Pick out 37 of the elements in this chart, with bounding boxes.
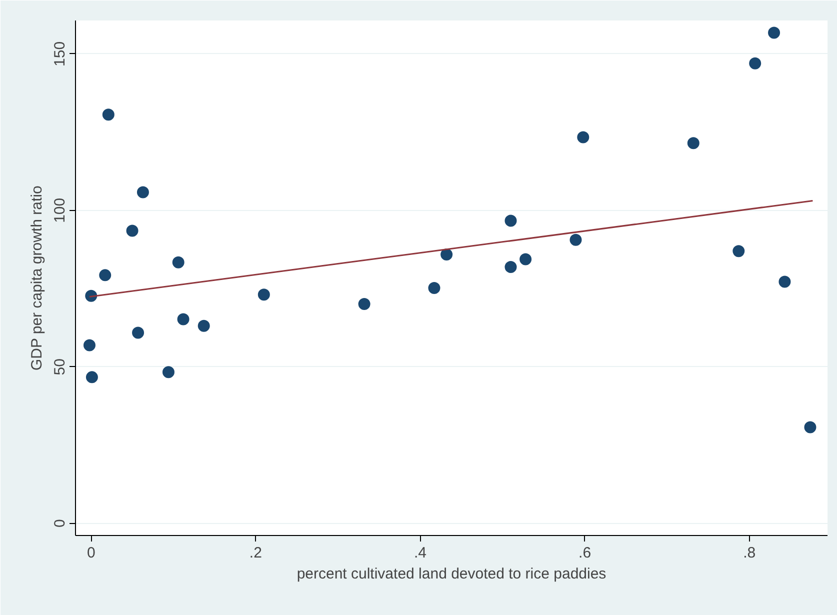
point xyxy=(732,245,745,258)
point xyxy=(504,214,517,227)
point xyxy=(504,261,517,274)
y-tick-label: 100 xyxy=(52,198,68,223)
y-tick-label: 150 xyxy=(52,41,68,66)
point xyxy=(126,224,138,237)
point xyxy=(687,137,700,150)
point xyxy=(804,421,816,434)
point xyxy=(570,234,582,246)
x-tick-label: .2 xyxy=(249,544,262,562)
point xyxy=(198,320,210,332)
point xyxy=(132,326,144,339)
point xyxy=(177,313,190,326)
point xyxy=(577,131,590,144)
point xyxy=(83,339,96,352)
point xyxy=(86,371,98,384)
x-tick-label: .8 xyxy=(743,544,756,562)
x-tick-label: .4 xyxy=(414,544,426,562)
point xyxy=(428,282,440,294)
y-tick-label: 0 xyxy=(52,519,68,528)
point xyxy=(768,26,780,39)
x-tick-label: .6 xyxy=(578,544,592,562)
point xyxy=(99,269,112,282)
point xyxy=(258,288,270,301)
point xyxy=(172,256,184,268)
point xyxy=(136,186,149,198)
point xyxy=(358,298,370,310)
x-axis-title: percent cultivated land devoted to rice paddies xyxy=(296,566,606,582)
point xyxy=(778,276,791,288)
point xyxy=(162,366,174,378)
y-tick-label: 50 xyxy=(52,358,68,376)
point xyxy=(520,253,532,266)
point xyxy=(749,57,762,70)
y-axis-title: GDP per capita growth ratio xyxy=(28,186,46,371)
x-tick-label: 0 xyxy=(86,544,96,562)
point xyxy=(102,108,114,121)
point xyxy=(440,248,453,261)
